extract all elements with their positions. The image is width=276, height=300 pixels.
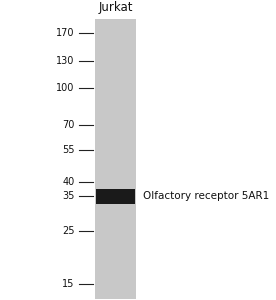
Bar bbox=[96, 189, 135, 204]
Text: 55: 55 bbox=[62, 145, 75, 154]
Text: 25: 25 bbox=[62, 226, 75, 236]
Text: Olfactory receptor 5AR1: Olfactory receptor 5AR1 bbox=[143, 191, 269, 201]
Text: Jurkat: Jurkat bbox=[98, 1, 133, 14]
Text: 170: 170 bbox=[56, 28, 75, 38]
Text: 15: 15 bbox=[62, 279, 75, 289]
Text: 40: 40 bbox=[62, 177, 75, 188]
Bar bbox=[95, 19, 136, 299]
Text: 100: 100 bbox=[56, 83, 75, 93]
Text: 70: 70 bbox=[62, 120, 75, 130]
Text: 130: 130 bbox=[56, 56, 75, 66]
Text: 35: 35 bbox=[62, 191, 75, 201]
